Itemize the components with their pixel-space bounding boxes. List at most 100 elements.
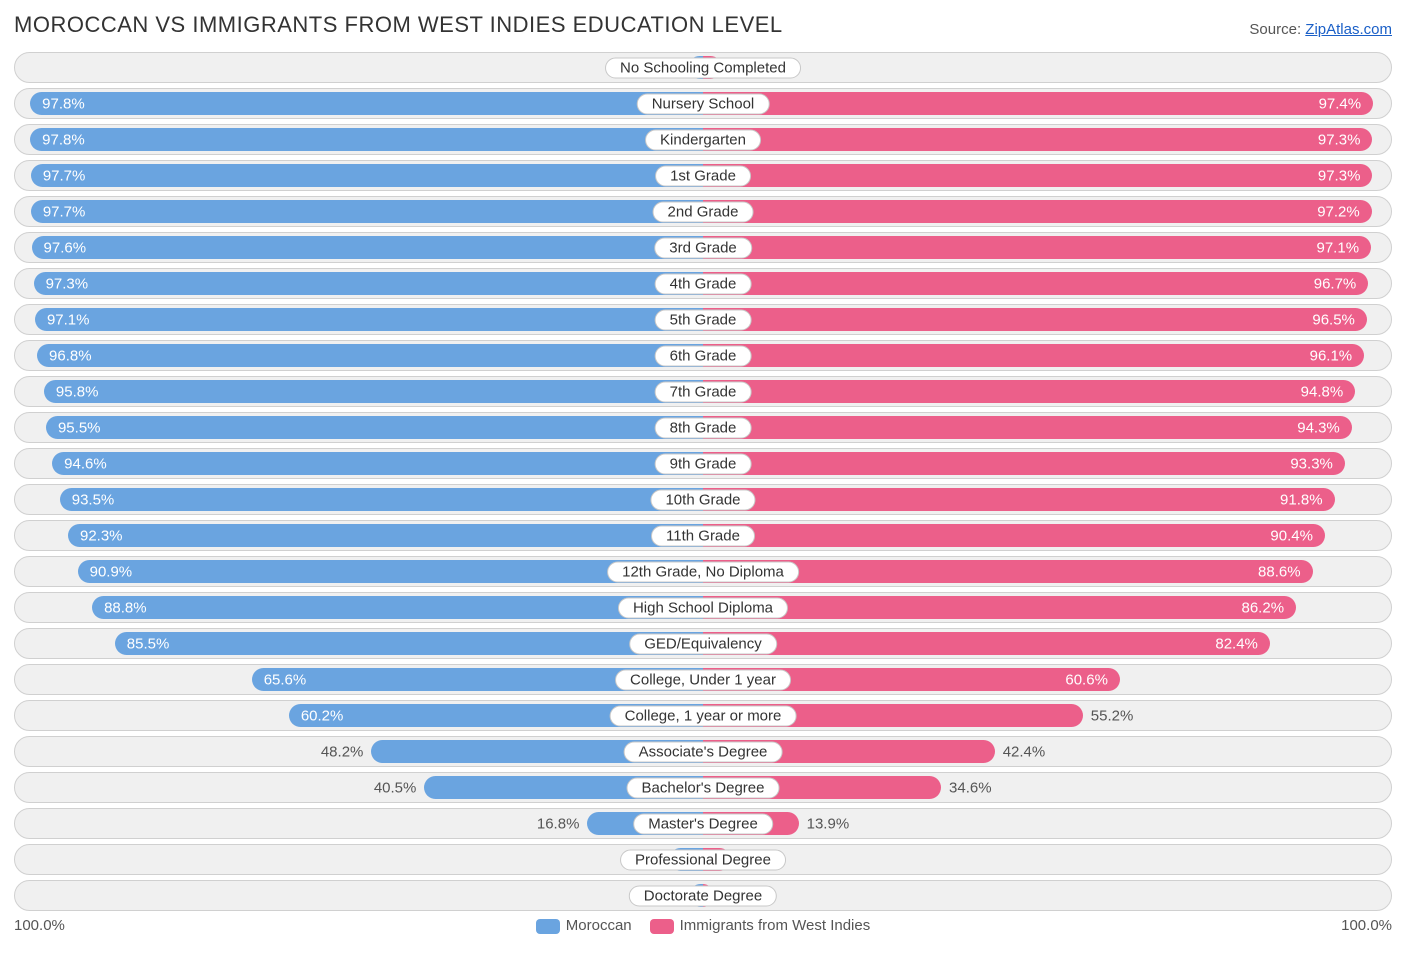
category-label: 9th Grade — [655, 453, 752, 474]
value-right: 96.1% — [1310, 347, 1353, 364]
value-left: 97.3% — [46, 275, 89, 292]
value-left: 95.5% — [58, 419, 101, 436]
value-right: 97.3% — [1318, 131, 1361, 148]
category-label: 8th Grade — [655, 417, 752, 438]
bar-left — [60, 488, 703, 511]
source-link[interactable]: ZipAtlas.com — [1305, 21, 1392, 38]
bar-right — [703, 272, 1368, 295]
bar-left — [68, 524, 703, 547]
category-label: 1st Grade — [655, 165, 751, 186]
bar-left — [37, 344, 703, 367]
chart-row: 88.8% 86.2% High School Diploma — [14, 592, 1392, 623]
chart-row: 95.8%94.8%7th Grade — [14, 376, 1392, 407]
chart-row: 65.6%60.6%College, Under 1 year — [14, 664, 1392, 695]
category-label: 2nd Grade — [653, 201, 754, 222]
bar-left — [46, 416, 703, 439]
category-label: 11th Grade — [651, 525, 755, 546]
category-label: Bachelor's Degree — [627, 777, 780, 798]
legend-swatch-left — [536, 919, 560, 934]
category-label: Kindergarten — [645, 129, 761, 150]
chart-row: 94.6% 93.3% 9th Grade — [14, 448, 1392, 479]
category-label: 6th Grade — [655, 345, 752, 366]
bar-left — [92, 596, 703, 619]
chart-row: 2.2%2.7%No Schooling Completed — [14, 52, 1392, 83]
category-label: 5th Grade — [655, 309, 752, 330]
value-right: 96.5% — [1312, 311, 1355, 328]
value-left: 60.2% — [301, 707, 344, 724]
value-left: 40.5% — [374, 779, 417, 796]
bar-left — [30, 92, 703, 115]
bar-left — [44, 380, 703, 403]
value-right: 97.3% — [1318, 167, 1361, 184]
value-left: 97.6% — [44, 239, 87, 256]
bar-right — [703, 488, 1335, 511]
chart-row: 93.5%91.8%10th Grade — [14, 484, 1392, 515]
legend-left: Moroccan — [536, 917, 632, 934]
value-left: 88.8% — [104, 599, 147, 616]
bar-left — [31, 200, 703, 223]
value-right: 90.4% — [1270, 527, 1313, 544]
chart-row: 2.0%1.5%Doctorate Degree — [14, 880, 1392, 911]
value-left: 97.7% — [43, 203, 86, 220]
bar-right — [703, 164, 1372, 187]
chart-title: MOROCCAN VS IMMIGRANTS FROM WEST INDIES … — [14, 12, 783, 38]
category-label: 3rd Grade — [654, 237, 752, 258]
value-left: 85.5% — [127, 635, 170, 652]
category-label: High School Diploma — [618, 597, 788, 618]
left-axis-max: 100.0% — [14, 917, 65, 934]
chart-row: 96.8% 96.1% 6th Grade — [14, 340, 1392, 371]
legend-swatch-right — [650, 919, 674, 934]
value-left: 16.8% — [537, 815, 580, 832]
value-right: 13.9% — [807, 815, 850, 832]
chart-row: 95.5% 94.3% 8th Grade — [14, 412, 1392, 443]
value-right: 94.3% — [1297, 419, 1340, 436]
value-right: 86.2% — [1242, 599, 1285, 616]
value-left: 96.8% — [49, 347, 92, 364]
value-left: 92.3% — [80, 527, 123, 544]
bar-left — [32, 236, 703, 259]
bar-right — [703, 236, 1371, 259]
value-right: 34.6% — [949, 779, 992, 796]
bar-right — [703, 92, 1373, 115]
chart-row: 97.3%96.7%4th Grade — [14, 268, 1392, 299]
value-right: 55.2% — [1091, 707, 1134, 724]
value-left: 97.8% — [42, 131, 85, 148]
value-left: 48.2% — [321, 743, 364, 760]
bar-right — [703, 344, 1364, 367]
bar-right — [703, 596, 1296, 619]
category-label: 12th Grade, No Diploma — [607, 561, 799, 582]
value-left: 90.9% — [90, 563, 133, 580]
bar-right — [703, 452, 1345, 475]
legend-right: Immigrants from West Indies — [650, 917, 871, 934]
chart-row: 92.3% 90.4% 11th Grade — [14, 520, 1392, 551]
right-axis-max: 100.0% — [1341, 917, 1392, 934]
value-left: 97.1% — [47, 311, 90, 328]
value-right: 97.2% — [1317, 203, 1360, 220]
value-left: 94.6% — [64, 455, 107, 472]
category-label: Professional Degree — [620, 849, 786, 870]
bar-left — [115, 632, 703, 655]
chart-row: 97.6% 97.1% 3rd Grade — [14, 232, 1392, 263]
bar-right — [703, 200, 1372, 223]
source-credit: Source: ZipAtlas.com — [1249, 21, 1392, 38]
value-right: 97.1% — [1317, 239, 1360, 256]
value-right: 94.8% — [1301, 383, 1344, 400]
value-left: 65.6% — [264, 671, 307, 688]
value-right: 97.4% — [1319, 95, 1362, 112]
value-left: 97.7% — [43, 167, 86, 184]
source-prefix: Source: — [1249, 21, 1305, 38]
value-right: 93.3% — [1290, 455, 1333, 472]
bar-left — [34, 272, 703, 295]
chart-row: 60.2%55.2%College, 1 year or more — [14, 700, 1392, 731]
chart-row: 97.7% 97.2% 2nd Grade — [14, 196, 1392, 227]
bar-right — [703, 524, 1325, 547]
bar-left — [30, 128, 703, 151]
bar-right — [703, 128, 1372, 151]
bar-left — [35, 308, 703, 331]
chart-row: 40.5% 34.6% Bachelor's Degree — [14, 772, 1392, 803]
chart-row: 97.1% 96.5% 5th Grade — [14, 304, 1392, 335]
bar-left — [52, 452, 703, 475]
bar-right — [703, 632, 1270, 655]
legend: Moroccan Immigrants from West Indies — [536, 917, 870, 934]
value-right: 60.6% — [1065, 671, 1108, 688]
